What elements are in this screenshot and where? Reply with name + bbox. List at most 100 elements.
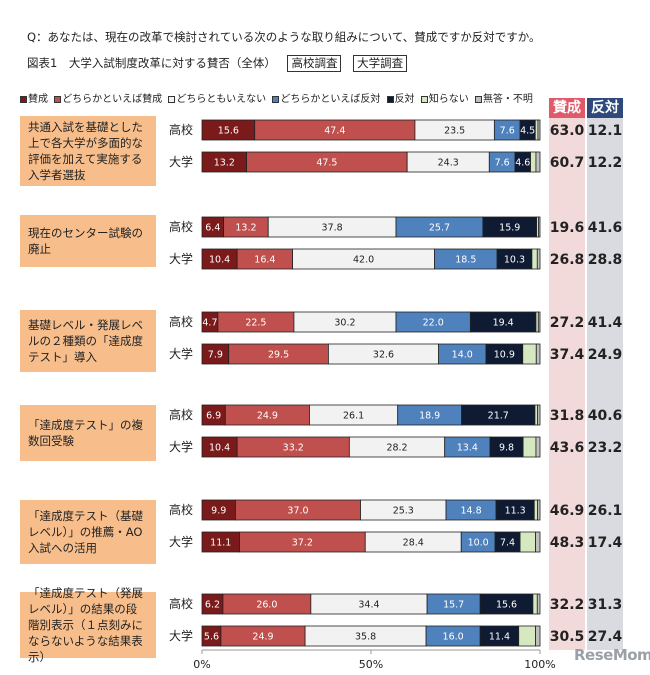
row-label: 大学 [169, 154, 193, 169]
data-label: 18.5 [455, 255, 476, 266]
bar-segment [534, 119, 539, 141]
legend-swatch [474, 95, 482, 103]
oppose-total: 23.2 [588, 440, 623, 456]
legend-item: 無答・不明 [474, 90, 533, 105]
data-label: 15.6 [496, 600, 517, 611]
legend-swatch [20, 95, 27, 103]
tag-high-school: 高校調査 [287, 55, 342, 72]
data-label: 11.3 [505, 506, 526, 517]
tag-university: 大学調査 [353, 55, 408, 72]
oppose-total: 41.4 [588, 315, 623, 331]
row-label: 高校 [169, 314, 193, 329]
row-label: 大学 [169, 346, 193, 361]
bar-segment [535, 531, 541, 553]
data-label: 6.4 [205, 223, 220, 234]
data-label: 42.0 [353, 255, 374, 266]
data-label: 7.4 [500, 538, 515, 549]
agree-total: 48.3 [550, 535, 585, 551]
data-label: 19.4 [493, 318, 514, 329]
data-label: 24.9 [252, 632, 273, 643]
x-tick-label: 100% [524, 658, 555, 671]
agree-total: 37.4 [550, 347, 585, 363]
data-label: 7.6 [500, 126, 515, 137]
data-label: 13.2 [235, 223, 256, 234]
row-label: 大学 [169, 251, 193, 266]
data-label: 23.5 [444, 126, 465, 137]
data-label: 6.9 [206, 411, 221, 422]
data-label: 10.9 [494, 350, 515, 361]
bar-segment [518, 625, 537, 647]
data-label: 13.2 [214, 158, 235, 169]
legend-item: 知らない [420, 90, 469, 105]
oppose-total: 41.6 [588, 220, 623, 236]
data-label: 24.3 [438, 158, 459, 169]
data-label: 13.4 [457, 443, 478, 454]
data-label: 9.8 [499, 443, 514, 454]
agree-column-header: 賛成 [549, 98, 585, 118]
question-label: 「達成度テスト（基礎レベル）」の推薦・AO入試への活用 [28, 509, 143, 555]
agree-total: 19.6 [550, 220, 585, 236]
legend-swatch [168, 95, 176, 103]
bar-segment [519, 531, 537, 553]
question-label: 現在のセンター試験の廃止 [28, 226, 143, 256]
oppose-total: 27.4 [588, 629, 623, 645]
row-label: 高校 [169, 122, 193, 137]
bar-segment [535, 436, 541, 458]
data-label: 7.9 [208, 350, 223, 361]
bar-segment [535, 151, 541, 173]
data-label: 10.4 [209, 443, 230, 454]
agree-total: 60.7 [550, 155, 585, 171]
agree-total: 27.2 [550, 315, 585, 331]
legend-swatch [54, 95, 62, 103]
agree-total: 63.0 [550, 123, 585, 139]
row-label: 大学 [169, 534, 193, 549]
oppose-total: 24.9 [588, 347, 623, 363]
row-label: 高校 [169, 407, 193, 422]
agree-column-bg [549, 118, 585, 650]
oppose-total: 26.1 [588, 503, 623, 519]
data-label: 24.9 [257, 411, 278, 422]
question-label: 「達成度テスト」の複数回受験 [28, 418, 143, 448]
data-label: 33.2 [283, 443, 304, 454]
legend-swatch [420, 95, 428, 103]
data-label: 14.8 [460, 506, 481, 517]
row-label: 大学 [169, 628, 193, 643]
question-box: 共通入試を基礎とした上で各大学が多面的な評価を加えて実施する入学者選抜 [20, 116, 156, 186]
bar-segment [537, 499, 541, 521]
bar-segment [537, 404, 541, 426]
oppose-total: 31.3 [588, 597, 623, 613]
data-label: 16.4 [254, 255, 275, 266]
data-label: 37.0 [287, 506, 308, 517]
question-box: 「達成度テスト（基礎レベル）」の推薦・AO入試への活用 [20, 500, 156, 564]
data-label: 37.2 [292, 538, 313, 549]
question-box: 「達成度テスト」の複数回受験 [20, 405, 156, 461]
data-label: 10.3 [504, 255, 525, 266]
row-label: 高校 [169, 219, 193, 234]
question-box: 「達成度テスト（発展レベル）」の結果の段階別表示（１点刻みにならないような結果表… [20, 586, 156, 664]
oppose-total: 40.6 [588, 408, 623, 424]
row-label: 高校 [169, 502, 193, 517]
oppose-column-header: 反対 [587, 98, 623, 118]
agree-total: 26.8 [550, 252, 585, 268]
legend-label: 無答・不明 [482, 94, 533, 105]
x-tick-label: 0% [193, 658, 210, 671]
question-label: 「達成度テスト（発展レベル）」の結果の段階別表示（１点刻みにならないような結果表… [28, 586, 143, 664]
data-label: 26.0 [256, 600, 277, 611]
legend-label: どちらかといえば賛成 [62, 94, 163, 105]
oppose-total: 12.1 [588, 123, 623, 139]
data-label: 11.4 [489, 632, 510, 643]
data-label: 10.0 [468, 538, 489, 549]
data-label: 47.5 [316, 158, 337, 169]
bar-segment [534, 404, 539, 426]
question-label: 共通入試を基礎とした上で各大学が多面的な評価を加えて実施する入学者選抜 [28, 120, 143, 182]
bar-segment [533, 499, 539, 521]
legend-label: 反対 [394, 94, 415, 105]
data-label: 15.7 [443, 600, 464, 611]
data-label: 10.4 [209, 255, 230, 266]
data-label: 35.8 [355, 632, 376, 643]
data-label: 16.0 [443, 632, 464, 643]
figure-title: 図表1 大学入試制度改革に対する賛否（全体） [27, 56, 276, 70]
bar-segment [538, 216, 541, 238]
oppose-column-bg [587, 118, 623, 650]
